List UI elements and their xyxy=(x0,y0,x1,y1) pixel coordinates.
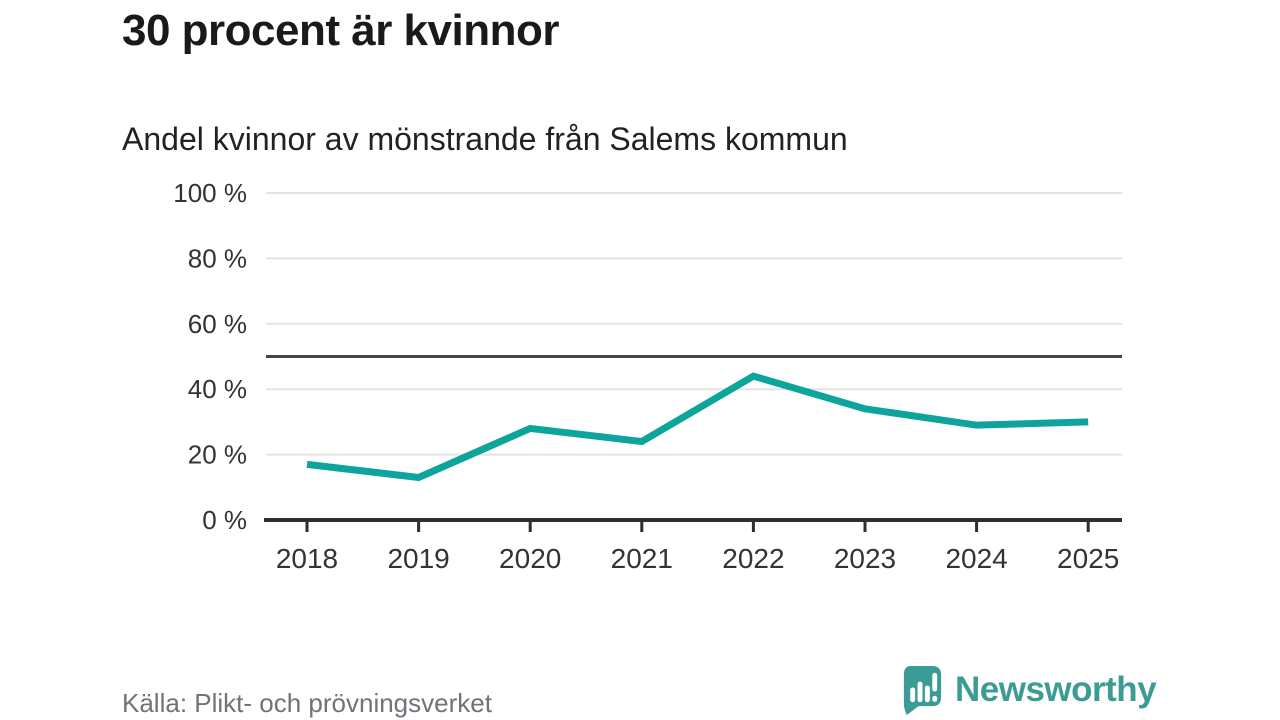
x-axis-label: 2023 xyxy=(834,543,896,574)
y-axis-label: 0 % xyxy=(202,505,247,535)
x-axis-label: 2018 xyxy=(276,543,338,574)
y-axis-label: 100 % xyxy=(173,178,247,208)
newsworthy-logo-text: Newsworthy xyxy=(955,670,1157,709)
source-note: Källa: Plikt- och prövningsverket xyxy=(122,688,492,718)
x-axis-label: 2020 xyxy=(499,543,561,574)
newsworthy-logo-icon xyxy=(903,665,942,715)
x-axis-label: 2025 xyxy=(1057,543,1119,574)
chart-title: 30 procent är kvinnor xyxy=(122,6,559,55)
y-axis-label: 80 % xyxy=(188,243,247,273)
x-axis-label: 2022 xyxy=(722,543,784,574)
y-axis-label: 60 % xyxy=(188,309,247,339)
data-line xyxy=(306,372,1089,482)
x-axis-label: 2019 xyxy=(387,543,449,574)
y-axis-label: 40 % xyxy=(188,374,247,404)
y-axis-label: 20 % xyxy=(188,440,247,470)
newsworthy-logo: Newsworthy xyxy=(897,663,1157,717)
x-axis-label: 2024 xyxy=(945,543,1007,574)
x-axis-label: 2021 xyxy=(611,543,673,574)
chart-subtitle: Andel kvinnor av mönstrande från Salems … xyxy=(122,121,848,157)
